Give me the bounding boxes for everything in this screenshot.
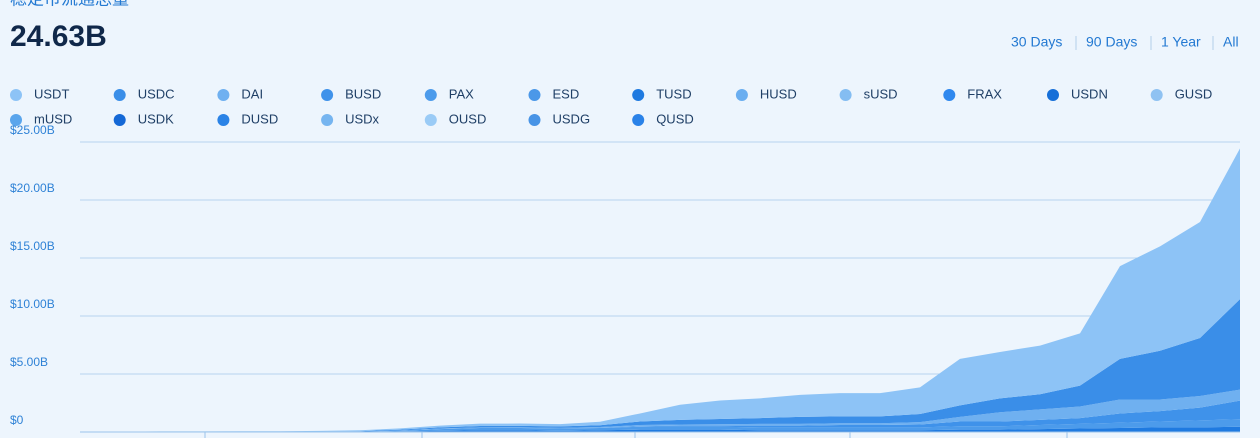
legend-swatch: [735, 89, 748, 101]
legend-label: DAI: [241, 86, 263, 101]
legend-item[interactable]: mUSD: [10, 111, 72, 126]
y-tick-label: $0: [10, 413, 24, 427]
legend-label: OUSD: [449, 111, 487, 126]
range-button[interactable]: 90 Days: [1086, 34, 1137, 50]
grid: $0 $5.00B $10.00B $15.00B $20.00B $25.00B: [10, 123, 1240, 427]
legend-item[interactable]: USDx: [321, 111, 380, 126]
legend-label: QUSD: [656, 111, 694, 126]
legend-swatch: [321, 89, 334, 101]
legend-item[interactable]: OUSD: [424, 111, 487, 126]
legend-item[interactable]: FRAX: [943, 86, 1002, 101]
legend-item[interactable]: QUSD: [632, 111, 694, 126]
legend-swatch: [424, 114, 437, 126]
chart-title: 稳定币流通总量: [10, 0, 129, 8]
y-tick-label: $15.00B: [10, 239, 55, 253]
legend-swatch: [528, 114, 541, 126]
legend-item[interactable]: BUSD: [321, 86, 381, 101]
y-tick-label: $20.00B: [10, 181, 55, 195]
legend-item[interactable]: TUSD: [632, 86, 692, 101]
legend: USDT USDC DAI BUSD PAX ESD TUSD HUSD sUSD FRAX USD…: [10, 86, 1212, 126]
legend-item[interactable]: HUSD: [735, 86, 797, 101]
legend-item[interactable]: USDK: [113, 111, 174, 126]
legend-swatch: [632, 114, 645, 126]
legend-swatch: [839, 89, 852, 101]
range-button[interactable]: 30 Days: [1011, 34, 1062, 50]
legend-item[interactable]: USDN: [1047, 86, 1108, 101]
areas: [80, 148, 1240, 432]
legend-label: TUSD: [656, 86, 691, 101]
legend-item[interactable]: USDC: [113, 86, 175, 101]
legend-item[interactable]: GUSD: [1150, 86, 1213, 101]
legend-swatch: [1047, 89, 1059, 101]
legend-label: ESD: [553, 86, 580, 101]
legend-item[interactable]: USDT: [10, 86, 69, 101]
legend-label: FRAX: [967, 86, 1002, 101]
legend-label: PAX: [449, 86, 474, 101]
legend-item[interactable]: PAX: [424, 86, 474, 101]
legend-swatch: [528, 89, 541, 101]
range-button[interactable]: All: [1223, 34, 1239, 50]
area: [80, 389, 1240, 432]
legend-label: USDC: [138, 86, 175, 101]
legend-swatch: [10, 89, 22, 101]
legend-swatch: [10, 114, 22, 126]
legend-swatch: [943, 89, 956, 101]
legend-swatch: [113, 89, 126, 101]
legend-swatch: [1150, 89, 1163, 101]
legend-swatch: [217, 114, 230, 126]
legend-label: USDN: [1071, 86, 1108, 101]
legend-label: USDx: [345, 111, 379, 126]
legend-item[interactable]: sUSD: [839, 86, 898, 101]
legend-label: mUSD: [34, 111, 72, 126]
legend-label: HUSD: [760, 86, 797, 101]
headline: 24.63B: [10, 20, 107, 53]
legend-item[interactable]: DAI: [217, 86, 263, 101]
legend-swatch: [113, 114, 126, 126]
legend-label: USDT: [34, 86, 69, 101]
range-buttons: 30 Days 90 Days 1 Year All: [1011, 34, 1239, 50]
area: [80, 426, 1240, 432]
legend-label: USDK: [138, 111, 174, 126]
range-button[interactable]: 1 Year: [1161, 34, 1201, 50]
y-tick-label: $25.00B: [10, 123, 55, 137]
legend-label: BUSD: [345, 86, 381, 101]
y-tick-label: $10.00B: [10, 297, 55, 311]
legend-item[interactable]: DUSD: [217, 111, 278, 126]
legend-swatch: [321, 114, 334, 126]
legend-label: sUSD: [864, 86, 898, 101]
legend-label: USDG: [553, 111, 591, 126]
y-tick-label: $5.00B: [10, 355, 48, 369]
legend-item[interactable]: ESD: [528, 86, 580, 101]
legend-swatch: [217, 89, 230, 101]
legend-swatch: [632, 89, 645, 101]
legend-label: GUSD: [1175, 86, 1213, 101]
legend-item[interactable]: USDG: [528, 111, 591, 126]
legend-swatch: [424, 89, 437, 101]
legend-label: DUSD: [241, 111, 278, 126]
area: [80, 419, 1240, 432]
x-axis: [80, 431, 1240, 438]
area: [80, 400, 1240, 432]
